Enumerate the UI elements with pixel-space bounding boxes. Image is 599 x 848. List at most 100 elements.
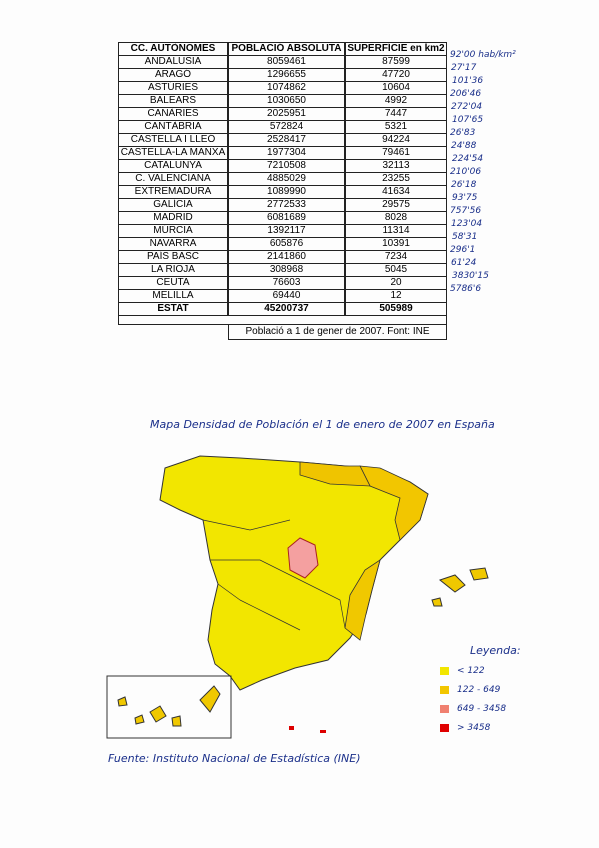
legend-swatch	[440, 705, 449, 713]
legend-swatch	[440, 686, 449, 694]
table-cell: MADRID	[118, 211, 228, 225]
table-cell: MÚRCIA	[118, 224, 228, 238]
map-title: Mapa Densidad de Población el 1 de enero…	[150, 418, 495, 431]
total-cell: ESTAT	[118, 302, 228, 316]
table-cell: NAVARRA	[118, 237, 228, 251]
table-cell: CASTELLA I LLEÓ	[118, 133, 228, 147]
table-cell: 23255	[345, 172, 447, 186]
table-cell: CATALUNYA	[118, 159, 228, 173]
legend-swatch	[440, 667, 449, 675]
table-cell: 1977304	[228, 146, 345, 160]
north	[299, 461, 371, 487]
table-cell: 87599	[345, 55, 447, 69]
table-cell: BALEARS	[118, 94, 228, 108]
legend-label: 122 - 649	[457, 685, 501, 695]
table-cell: 2528417	[228, 133, 345, 147]
density-note: 58'31	[452, 232, 478, 242]
table-cell: 4885029	[228, 172, 345, 186]
table-cell: 8028	[345, 211, 447, 225]
table-cell: 2772533	[228, 198, 345, 212]
table-cell: ASTÚRIES	[118, 81, 228, 95]
madrid	[287, 537, 319, 579]
table-cell: 5045	[345, 263, 447, 277]
balears	[431, 567, 489, 607]
density-note: 27'17	[451, 63, 477, 73]
legend-title: Leyenda:	[470, 644, 521, 657]
legend-label: < 122	[457, 666, 485, 676]
canarias	[117, 685, 221, 727]
density-note: 93'75	[452, 193, 478, 203]
valencia	[344, 559, 381, 641]
density-note: 206'46	[450, 89, 482, 99]
table-cell: EXTREMADURA	[118, 185, 228, 199]
table-cell: ARAGÓ	[118, 68, 228, 82]
density-note: 101'36	[452, 76, 484, 86]
table-cell: C. VALENCIANA	[118, 172, 228, 186]
table-cell: 308968	[228, 263, 345, 277]
table-cell: CANÀRIES	[118, 107, 228, 121]
melilla	[320, 730, 326, 733]
canarias-box	[106, 675, 232, 739]
density-note: 224'54	[452, 154, 484, 164]
catalunya	[359, 465, 429, 541]
header-cell: POBLACIÓ ABSOLUTA	[228, 42, 345, 56]
table-cell: 69440	[228, 289, 345, 303]
density-note: 757'56	[450, 206, 482, 216]
table-cell: 79461	[345, 146, 447, 160]
table-cell: 11314	[345, 224, 447, 238]
table-cell: 4992	[345, 94, 447, 108]
table-cell: 6081689	[228, 211, 345, 225]
density-note: 210'06	[450, 167, 482, 177]
density-note: 5786'6	[450, 284, 482, 294]
table-cell: 572824	[228, 120, 345, 134]
table-cell: MELILLA	[118, 289, 228, 303]
density-note: 24'88	[451, 141, 477, 151]
table-cell: 41634	[345, 185, 447, 199]
table-cell: 2141860	[228, 250, 345, 264]
table-cell: GALÍCIA	[118, 198, 228, 212]
table-cell: 1030650	[228, 94, 345, 108]
density-note: 3830'15	[452, 271, 489, 281]
table-cell: 1296655	[228, 68, 345, 82]
density-note: 123'04	[451, 219, 483, 229]
table-cell: 20	[345, 276, 447, 290]
table-cell: CEUTA	[118, 276, 228, 290]
borders	[202, 519, 346, 631]
density-note: 272'04	[451, 102, 483, 112]
table-cell: 1089990	[228, 185, 345, 199]
table-cell: 8059461	[228, 55, 345, 69]
table-cell: 47720	[345, 68, 447, 82]
total-cell: 505989	[345, 302, 447, 316]
table-cell: PAÍS BASC	[118, 250, 228, 264]
density-note: 107'65	[452, 115, 484, 125]
legend-label: > 3458	[457, 723, 491, 733]
density-note: 92'00 hab/km²	[450, 50, 516, 60]
table-cell: 29575	[345, 198, 447, 212]
table-cell: 5321	[345, 120, 447, 134]
density-note: 26'18	[451, 180, 477, 190]
table-cell: CANTÀBRIA	[118, 120, 228, 134]
table-cell: 7234	[345, 250, 447, 264]
table-cell: LA RIOJA	[118, 263, 228, 277]
table-cell: 94224	[345, 133, 447, 147]
table-cell: 10391	[345, 237, 447, 251]
density-note: 296'1	[450, 245, 476, 255]
header-cell: SUPERFÍCIE en km2	[345, 42, 447, 56]
legend-label: 649 - 3458	[457, 704, 507, 714]
ceuta	[289, 726, 294, 730]
table-cell: 12	[345, 289, 447, 303]
table-note: Població a 1 de gener de 2007. Font: INE	[228, 324, 447, 340]
table-cell: 10604	[345, 81, 447, 95]
table-cell: 1392117	[228, 224, 345, 238]
legend-swatch	[440, 724, 449, 732]
table-cell: 1074862	[228, 81, 345, 95]
density-note: 26'83	[450, 128, 476, 138]
source: Fuente: Instituto Nacional de Estadístic…	[108, 752, 361, 765]
table-cell: 7210508	[228, 159, 345, 173]
table-cell: 605876	[228, 237, 345, 251]
table-cell: CASTELLA-LA MANXA	[118, 146, 228, 160]
table-cell: 32113	[345, 159, 447, 173]
header-cell: CC. AUTÒNOMES	[118, 42, 228, 56]
